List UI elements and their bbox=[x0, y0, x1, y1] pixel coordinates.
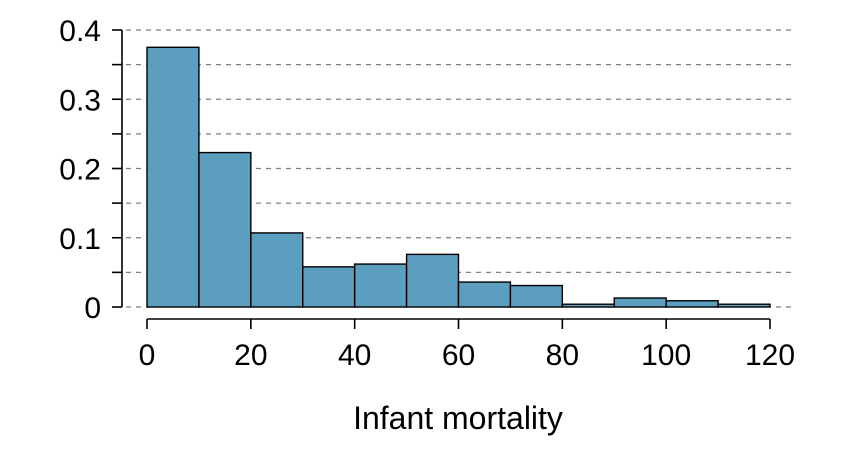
x-tick-label: 40 bbox=[338, 339, 371, 372]
x-tick-label: 20 bbox=[234, 339, 267, 372]
histogram-bar bbox=[250, 232, 304, 308]
x-tick-label: 80 bbox=[546, 339, 579, 372]
histogram-bar bbox=[198, 151, 252, 308]
histogram-bar bbox=[302, 266, 356, 308]
histogram-bars bbox=[146, 46, 771, 308]
histogram-bar bbox=[146, 46, 200, 308]
x-axis-ticks: 0 20 40 60 80 100 120 bbox=[139, 319, 795, 372]
y-tick-label: 0.3 bbox=[59, 84, 101, 117]
histogram-bar bbox=[509, 284, 564, 308]
histogram-bar bbox=[561, 303, 615, 308]
histogram-bar bbox=[665, 300, 719, 308]
histogram-bar bbox=[457, 281, 512, 308]
y-tick-label: 0.4 bbox=[59, 15, 101, 48]
x-tick-label: 0 bbox=[139, 339, 156, 372]
y-tick-label: 0 bbox=[84, 292, 101, 325]
y-tick-label: 0.2 bbox=[59, 154, 101, 187]
histogram-bar bbox=[353, 263, 408, 308]
y-tick-label: 0.1 bbox=[59, 223, 101, 256]
x-tick-label: 100 bbox=[641, 339, 691, 372]
x-tick-label: 120 bbox=[745, 339, 795, 372]
y-axis-ticks: 0 0.1 0.2 0.3 0.4 bbox=[59, 15, 122, 325]
x-axis-title: Infant mortality bbox=[353, 400, 563, 436]
histogram-bar bbox=[405, 253, 460, 308]
x-tick-label: 60 bbox=[442, 339, 475, 372]
histogram-bar bbox=[613, 297, 667, 308]
histogram-bar bbox=[717, 303, 771, 308]
